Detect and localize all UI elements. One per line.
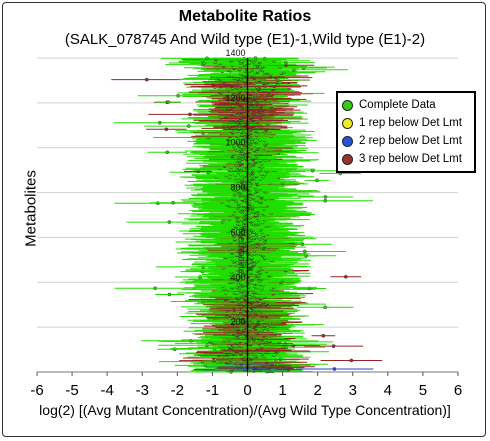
data-point (165, 150, 170, 155)
chart-subtitle: (SALK_078745 And Wild type (E1)-1,Wild t… (64, 31, 426, 48)
data-point (187, 124, 191, 128)
legend-item-2rep: 2 rep below Det Lmt (342, 132, 470, 150)
y-tick-label: 600 (230, 227, 245, 237)
x-tick-label: 3 (349, 382, 357, 399)
data-point (315, 178, 319, 183)
x-tick-label: -2 (171, 382, 184, 399)
legend-label-3rep: 3 rep below Det Lmt (359, 153, 462, 165)
data-point (284, 60, 288, 65)
legend-label-1rep: 1 rep below Det Lmt (359, 117, 462, 129)
legend-swatch-complete (342, 99, 353, 111)
data-point (323, 195, 328, 199)
y-tick-label: 400 (230, 272, 245, 282)
legend-swatch-2rep (342, 135, 353, 147)
data-point (253, 56, 258, 60)
x-tick-label: -5 (65, 382, 78, 399)
data-point (331, 344, 336, 348)
data-point (166, 100, 171, 104)
data-point (332, 367, 337, 371)
x-tick-label: -4 (100, 382, 113, 399)
data-point (323, 198, 328, 203)
data-point (176, 93, 180, 98)
data-point (323, 305, 327, 310)
y-tick-label: 1000 (225, 138, 245, 148)
data-point (300, 242, 305, 247)
x-tick-label: 1 (278, 382, 286, 399)
data-point (157, 120, 162, 125)
data-point (153, 286, 157, 291)
x-axis-label: log(2) [(Avg Mutant Concentration)/(Avg … (39, 402, 451, 418)
legend-label-complete: Complete Data (359, 99, 436, 111)
legend-swatch-3rep (342, 153, 353, 165)
x-tick-label: 5 (419, 382, 427, 399)
legend-swatch-1rep (342, 117, 353, 129)
data-point (145, 77, 149, 82)
data-point (303, 249, 307, 254)
x-tick-label: 2 (313, 382, 321, 399)
legend-item-3rep: 3 rep below Det Lmt (342, 150, 470, 168)
data-point (349, 358, 354, 363)
data-point (171, 200, 175, 205)
x-tick-label: 4 (384, 382, 392, 399)
axis-annotation: Metabolite (236, 228, 247, 275)
y-tick-label: 800 (230, 183, 245, 193)
data-point (167, 292, 172, 297)
data-point (321, 333, 326, 338)
x-tick-label: -1 (206, 382, 219, 399)
legend-item-complete: Complete Data (342, 96, 470, 114)
data-point (167, 220, 172, 224)
legend-item-1rep: 1 rep below Det Lmt (342, 114, 470, 132)
y-tick-label: 1400 (225, 48, 245, 58)
data-point (343, 274, 348, 279)
data-point (164, 127, 169, 132)
data-point (188, 112, 192, 117)
y-tick-label: 200 (230, 317, 245, 327)
legend: Complete Data 1 rep below Det Lmt 2 rep … (336, 91, 476, 173)
x-tick-label: -3 (136, 382, 149, 399)
chart-title: Metabolite Ratios (178, 8, 312, 25)
y-tick-label: 1200 (225, 93, 245, 103)
x-tick-label: 0 (243, 382, 251, 399)
x-tick-label: -6 (30, 382, 43, 399)
x-tick-label: 6 (454, 382, 462, 399)
legend-label-2rep: 2 rep below Det Lmt (359, 135, 462, 147)
data-point (205, 56, 209, 61)
